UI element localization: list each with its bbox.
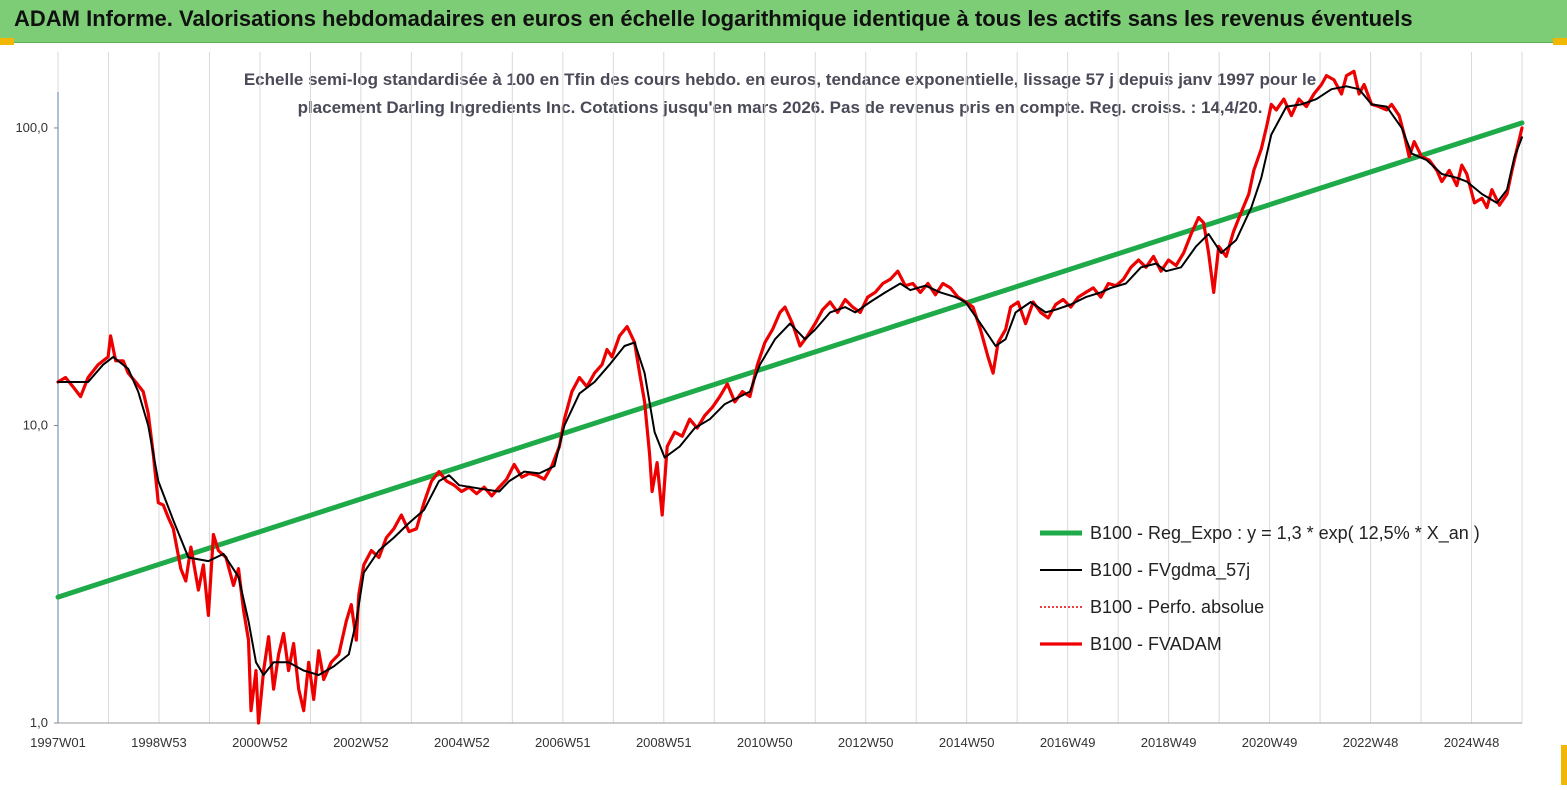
x-tick-label: 2016W49 (1040, 735, 1096, 750)
corner-mark-top-right (1553, 38, 1567, 45)
corner-mark-top-left (0, 38, 14, 45)
legend-label: B100 - Reg_Expo : y = 1,3 * exp( 12,5% *… (1090, 523, 1480, 544)
x-tick-label: 2000W52 (232, 735, 288, 750)
series-line-thick-green (55, 120, 1525, 600)
x-tick-label: 2022W48 (1343, 735, 1399, 750)
x-tick-label: 2010W50 (737, 735, 793, 750)
legend: B100 - Reg_Expo : y = 1,3 * exp( 12,5% *… (1040, 523, 1480, 654)
x-tick-label: 1998W53 (131, 735, 187, 750)
legend-label: B100 - FVgdma_57j (1090, 560, 1250, 581)
y-tick-label: 100,0 (15, 120, 48, 135)
chart-svg: 1,0 10,0 100,0 1997W01 1998W53 2000W52 2002W52… (15, 52, 1525, 750)
grid-lines (57, 52, 1523, 723)
x-tick-label: 2024W48 (1444, 735, 1500, 750)
x-tick-label: 2008W51 (636, 735, 692, 750)
legend-label: B100 - Perfo. absolue (1090, 597, 1264, 617)
title-banner: ADAM Informe. Valorisations hebdomadaire… (0, 0, 1567, 43)
x-tick-label: 2002W52 (333, 735, 389, 750)
y-tick-label: 1,0 (30, 715, 48, 730)
banner-title: ADAM Informe. Valorisations hebdomadaire… (14, 6, 1413, 31)
corner-mark-bottom-right (1561, 745, 1567, 785)
series-line-thin-black (57, 85, 1523, 676)
series-line-thick-red (56, 69, 1524, 725)
y-tick-label: 10,0 (23, 417, 48, 432)
x-tick-label: 2004W52 (434, 735, 490, 750)
series-layer (55, 69, 1525, 725)
x-tick-label: 2018W49 (1141, 735, 1197, 750)
x-tick-label: 2014W50 (939, 735, 995, 750)
x-tick-label: 2006W51 (535, 735, 591, 750)
x-tick-label: 2020W49 (1242, 735, 1298, 750)
x-tick-label: 1997W01 (30, 735, 86, 750)
chart-title-line-2: placement Darling Ingredients Inc. Cotat… (297, 98, 1263, 117)
x-tick-label: 2012W50 (838, 735, 894, 750)
axes: 1,0 10,0 100,0 1997W01 1998W53 2000W52 2002W52… (15, 92, 1522, 750)
legend-label: B100 - FVADAM (1090, 634, 1222, 654)
